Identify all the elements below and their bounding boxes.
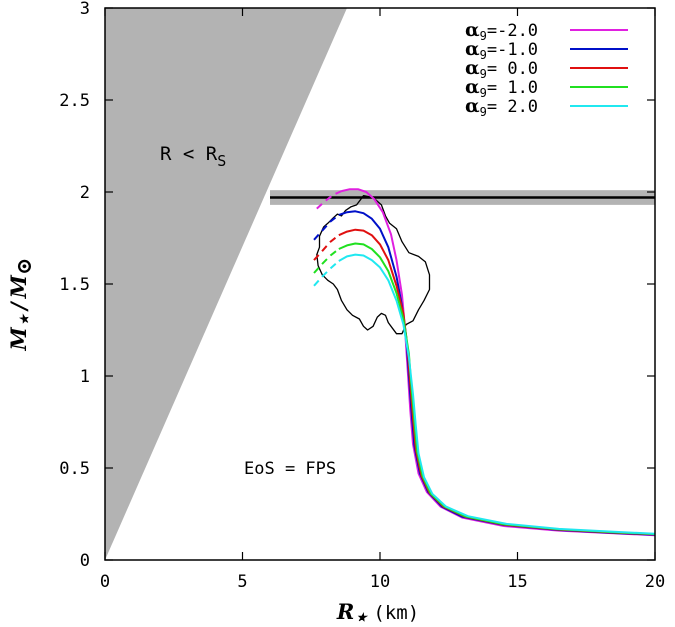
series-5-line [338,253,655,535]
x-tick-label: 10 [370,572,390,592]
legend-symbol: α [465,76,480,98]
legend: α9=-2.0α9=-1.0α9= 0.0α9= 1.0α9= 2.0 [465,19,628,119]
region-label-main: R < R [160,143,218,165]
axis-ticks: 0 5 10 15 20 0 0.5 1 1.5 2 2.5 3 [59,0,665,592]
mass-constraint-band [270,190,655,205]
x-tick-label: 5 [237,572,247,592]
legend-symbol-sub: 9 [480,86,487,100]
y-tick-label: 0.5 [59,459,90,479]
x-axis-unit: (km) [373,602,419,624]
legend-symbol: α [465,38,480,60]
legend-symbol: α [465,95,480,117]
legend-symbol: α [465,57,480,79]
series-2-dashed [313,214,340,241]
y-tick-label: 0 [80,551,90,571]
legend-value: = 2.0 [487,97,538,117]
legend-symbol: α [465,19,480,41]
legend-label: α9=-1.0 [465,38,538,62]
legend-label: α9= 1.0 [465,76,538,100]
legend-label: α9=-2.0 [465,19,538,43]
y-axis-slash: / [6,300,31,312]
legend-symbol-sub: 9 [480,48,487,62]
eos-label: EoS = FPS [244,459,336,479]
series-group [313,188,655,537]
legend-label: α9= 2.0 [465,95,538,119]
legend-entry: α9= 2.0 [465,95,628,119]
x-tick-label: 0 [100,572,110,592]
forbidden-region-shape [105,8,347,560]
legend-value: =-1.0 [487,40,538,60]
legend-symbol-sub: 9 [480,29,487,43]
contour-outline [316,195,431,335]
x-axis-symbol: R [336,599,354,624]
forbidden-region [105,8,347,560]
y-axis-label: M⋆/M⊙ [6,258,36,352]
legend-label: α9= 0.0 [465,57,538,81]
region-label-sub: S [217,152,226,170]
legend-entry: α9= 0.0 [465,57,628,81]
legend-entry: α9=-1.0 [465,38,628,62]
series-2-line [338,210,655,536]
y-tick-label: 1.5 [59,275,90,295]
legend-entry: α9= 1.0 [465,76,628,100]
series-4-dashed [313,248,340,274]
x-tick-label: 20 [645,572,665,592]
y-tick-label: 2.5 [59,91,90,111]
y-tick-label: 2 [80,183,90,203]
y-axis-denominator-sub: ⊙ [11,258,36,276]
y-tick-label: 1 [80,367,90,387]
y-axis-numerator-sub: ⋆ [11,313,36,327]
y-tick-label: 3 [80,0,90,19]
legend-value: = 1.0 [487,78,538,98]
observational-contour [316,195,431,335]
legend-value: =-2.0 [487,21,538,41]
y-axis-numerator: M [6,326,31,351]
legend-value: = 0.0 [487,59,538,79]
series-4-line [338,242,655,536]
series-3-dashed [313,234,340,261]
legend-symbol-sub: 9 [480,105,487,119]
legend-entry: α9=-2.0 [465,19,628,43]
series-1-line [341,188,655,537]
legend-symbol-sub: 9 [480,67,487,81]
x-axis-label: R⋆ (km) [336,599,419,627]
series-1-dashed [316,190,342,210]
x-tick-label: 15 [507,572,527,592]
forbidden-region-label: R < RS [160,143,226,170]
series-5-dashed [313,260,340,287]
y-axis-denominator: M [6,274,31,299]
x-axis-symbol-sub: ⋆ [354,604,368,627]
